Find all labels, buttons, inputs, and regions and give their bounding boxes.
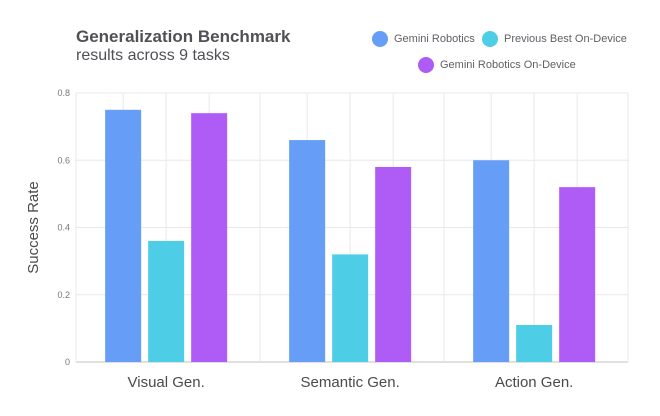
- legend-swatch: [482, 31, 498, 47]
- legend-swatch: [418, 57, 434, 73]
- legend-item-previous-best: Previous Best On-Device: [482, 31, 627, 47]
- bar: [148, 240, 185, 362]
- legend-item-gemini-robotics: Gemini Robotics: [372, 31, 475, 47]
- bar: [375, 166, 412, 362]
- legend-swatch: [372, 31, 388, 47]
- bar: [516, 325, 553, 362]
- bar: [105, 109, 142, 362]
- legend-item-gemini-robotics-on-device: Gemini Robotics On-Device: [418, 57, 576, 73]
- x-tick-label: Visual Gen.: [128, 374, 205, 391]
- y-tick-label: 0: [65, 357, 70, 367]
- x-tick-label: Semantic Gen.: [301, 374, 400, 391]
- bar: [332, 254, 369, 362]
- bar: [473, 160, 510, 362]
- legend-label: Previous Best On-Device: [504, 33, 627, 45]
- chart-subtitle: results across 9 tasks: [76, 47, 230, 64]
- y-tick-label: 0.6: [57, 155, 70, 165]
- y-tick-label: 0.4: [57, 223, 70, 233]
- y-tick-label: 0.8: [57, 88, 70, 98]
- x-tick-label: Action Gen.: [495, 374, 573, 391]
- y-tick-label: 0.2: [57, 290, 70, 300]
- bar: [191, 113, 228, 362]
- legend-label: Gemini Robotics On-Device: [440, 59, 576, 71]
- bar: [559, 187, 596, 362]
- chart-title: Generalization Benchmark: [76, 27, 291, 46]
- y-axis-label: Success Rate: [25, 181, 42, 274]
- bar: [289, 140, 326, 362]
- legend-label: Gemini Robotics: [394, 33, 475, 45]
